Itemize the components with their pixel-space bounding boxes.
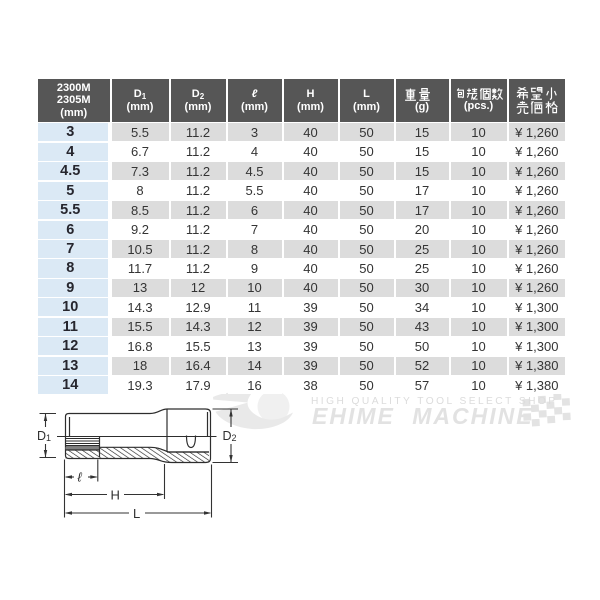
svg-text:H: H	[111, 488, 120, 503]
svg-text:EHIME MACHINE: EHIME MACHINE	[312, 403, 534, 429]
svg-text:D2: D2	[223, 429, 237, 443]
svg-text:HIGH QUALITY TOOL SELECT SHOP: HIGH QUALITY TOOL SELECT SHOP	[311, 396, 558, 407]
svg-text:ℓ: ℓ	[78, 470, 83, 485]
svg-text:L: L	[133, 506, 140, 521]
svg-text:D1: D1	[37, 429, 51, 443]
